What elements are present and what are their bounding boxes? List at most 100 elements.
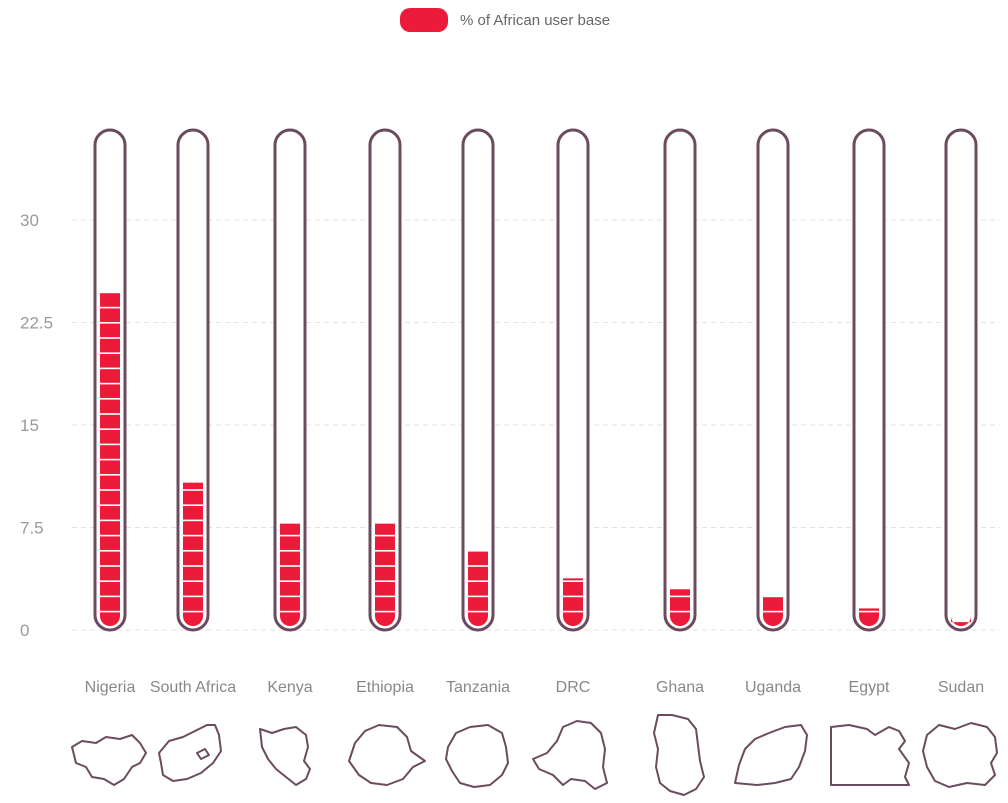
bar-segment <box>563 582 583 596</box>
bar-segment <box>100 506 120 520</box>
y-axis-ticks: 0 7.5 15 22.5 30 <box>20 211 53 640</box>
bar-segment <box>100 399 120 414</box>
bar-segment <box>563 578 583 581</box>
bar-segment <box>183 506 203 520</box>
bar-segment <box>100 323 120 338</box>
bar-segment <box>375 612 395 626</box>
category-labels: Nigeria South Africa Kenya Ethiopia Tanzania… <box>85 679 984 696</box>
bar-segment <box>859 608 879 611</box>
bar-segment <box>280 582 300 596</box>
category-label: South Africa <box>150 679 236 696</box>
tube-drc <box>556 128 590 632</box>
category-label: Sudan <box>938 679 984 696</box>
bar-segment <box>183 521 203 535</box>
egypt-map-icon <box>830 724 910 786</box>
country-maps <box>71 714 998 796</box>
bar-segment <box>100 490 120 505</box>
category-label: Tanzania <box>446 679 510 696</box>
tube-egypt <box>852 128 886 632</box>
nigeria-map-icon <box>71 734 147 786</box>
bar-segment <box>563 612 583 626</box>
bar-segment <box>100 597 120 611</box>
tanzania-map-icon <box>445 724 509 788</box>
bar-segment <box>100 582 120 596</box>
bar-segment <box>280 566 300 581</box>
category-label: Ghana <box>656 679 704 696</box>
bar-segment <box>100 293 120 307</box>
y-tick-label: 7.5 <box>20 519 44 538</box>
bar-segment <box>280 597 300 611</box>
legend: % of African user base <box>400 8 610 32</box>
bar-segment <box>763 597 783 611</box>
bar-segment <box>100 460 120 474</box>
bar-segment <box>468 612 488 626</box>
tube-outline <box>368 128 402 632</box>
bar-segment <box>100 536 120 550</box>
category-label: Ethiopia <box>356 679 414 696</box>
bar-segment <box>183 490 203 505</box>
ghana-map-icon <box>653 714 705 796</box>
bar-segment <box>100 369 120 383</box>
bar-segment <box>763 612 783 626</box>
grid-lines <box>72 219 1000 631</box>
y-tick-label: 15 <box>20 416 39 435</box>
tube-outline <box>756 128 790 632</box>
bar-segment <box>100 414 120 429</box>
drc-map-icon <box>532 720 608 790</box>
bar-segment <box>183 597 203 611</box>
bar-segment <box>100 521 120 535</box>
tube-outline <box>273 128 307 632</box>
tube-sudan <box>944 128 978 632</box>
bar-segment <box>468 582 488 596</box>
legend-swatch <box>400 8 448 32</box>
category-label: Egypt <box>849 679 890 696</box>
y-tick-label: 30 <box>20 211 39 230</box>
bar-segment <box>468 551 488 566</box>
tube-tanzania <box>461 128 495 632</box>
thermometer-tubes <box>93 128 978 632</box>
bar-segment <box>100 308 120 322</box>
tube-uganda <box>756 128 790 632</box>
bar-segment <box>100 612 120 626</box>
bar-segment <box>280 523 300 535</box>
bar-segment <box>100 384 120 398</box>
tube-south-africa <box>176 128 210 632</box>
bar-segment <box>100 430 120 444</box>
bar-segment <box>468 566 488 581</box>
category-label: Uganda <box>745 679 801 696</box>
bar-segment <box>375 551 395 566</box>
bar-segment <box>100 445 120 459</box>
category-label: DRC <box>556 679 591 696</box>
bar-segment <box>859 612 879 626</box>
tube-nigeria <box>93 128 127 632</box>
ethiopia-map-icon <box>348 724 426 786</box>
bar-segment <box>183 612 203 626</box>
bar-segment <box>468 597 488 611</box>
tube-outline <box>461 128 495 632</box>
bar-segment <box>670 589 690 596</box>
tube-outline <box>663 128 697 632</box>
tube-outline <box>852 128 886 632</box>
bar-segment <box>100 475 120 490</box>
y-tick-label: 0 <box>20 621 29 640</box>
legend-label: % of African user base <box>460 11 611 29</box>
bar-segment <box>670 612 690 626</box>
bar-segment <box>375 536 395 550</box>
bar-segment <box>375 597 395 611</box>
sudan-map-icon <box>922 722 998 788</box>
kenya-map-icon <box>259 726 311 786</box>
tube-kenya <box>273 128 307 632</box>
tube-outline <box>556 128 590 632</box>
bar-segment <box>375 582 395 596</box>
bar-segment <box>563 597 583 611</box>
bar-segment <box>183 566 203 581</box>
bar-segment <box>375 566 395 581</box>
uganda-map-icon <box>734 724 808 786</box>
bar-segment <box>670 597 690 611</box>
tube-outline <box>176 128 210 632</box>
bar-segment <box>100 354 120 368</box>
bar-segment <box>183 582 203 596</box>
tube-ghana <box>663 128 697 632</box>
south-africa-map-icon <box>158 724 222 782</box>
